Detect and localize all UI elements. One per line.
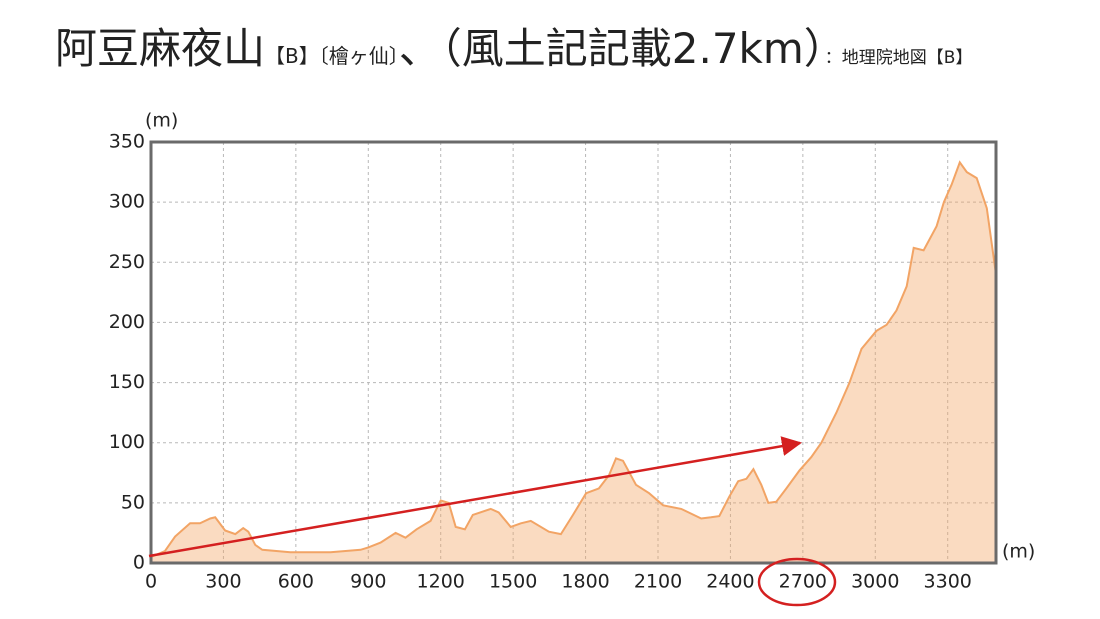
plot-frame (149, 140, 998, 565)
title-part: （風土記記載2.7km） (440, 24, 825, 73)
y-tick-label: 250 (109, 251, 145, 273)
y-tick-label: 100 (109, 431, 145, 453)
x-tick-label: 900 (350, 571, 386, 593)
x-tick-label: 300 (205, 571, 241, 593)
y-tick-label: 50 (121, 491, 145, 513)
title-part: 〔檜ヶ仙〕 (318, 44, 399, 68)
x-tick-label: 1500 (489, 571, 537, 593)
title-part: ：地理院地図【B】 (824, 48, 973, 68)
x-tick-label: 3000 (851, 571, 899, 593)
area-fill (151, 162, 996, 563)
x-tick-label: 3300 (924, 571, 972, 593)
x-axis-label: (m) (1002, 541, 1035, 563)
title-part: 阿豆麻夜山 (55, 24, 266, 73)
annotation-circle (757, 557, 837, 607)
y-tick-label: 300 (109, 191, 145, 213)
x-tick-label: 1200 (417, 571, 465, 593)
y-tick-label: 200 (109, 311, 145, 333)
y-tick-label: 150 (109, 371, 145, 393)
y-axis-label: (m) (145, 110, 178, 132)
x-tick-label: 2100 (634, 571, 682, 593)
x-tick-label: 2400 (706, 571, 754, 593)
x-tick-label: 0 (145, 571, 157, 593)
y-tick-label: 350 (109, 131, 145, 153)
title-part: 、 (398, 24, 441, 73)
x-tick-label: 2700 (779, 571, 827, 593)
x-tick-label: 600 (278, 571, 314, 593)
title-part: 【B】 (265, 44, 319, 68)
title: 阿豆麻夜山【B】〔檜ヶ仙〕、（風土記記載2.7km）：地理院地図【B】 (55, 28, 1075, 70)
x-tick-label: 1800 (561, 571, 609, 593)
annotation-arrow (148, 436, 802, 558)
y-tick-label: 0 (133, 552, 145, 574)
